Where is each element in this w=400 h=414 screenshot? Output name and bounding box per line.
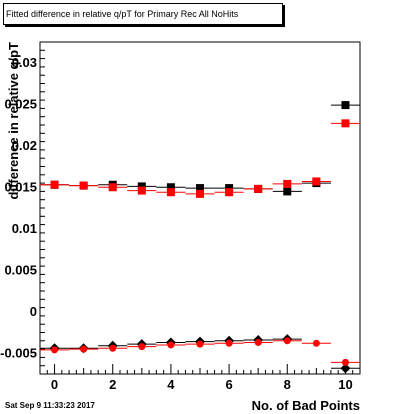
x-tick-label: 10 [338, 377, 352, 392]
circle-marker [196, 340, 204, 348]
data-point [214, 184, 244, 193]
diamond-marker [340, 363, 351, 374]
data-point [127, 343, 157, 351]
x-tick-label: 0 [51, 377, 58, 392]
data-point [185, 189, 215, 198]
axis-ticks: 0 2 4 6 8 10 -0.005 0 0.005 0.01 0.015 0.02 0.025 0.0… [0, 41, 361, 392]
square-marker [341, 101, 350, 110]
circle-marker [254, 338, 262, 346]
data-point [40, 180, 70, 189]
data-point [98, 183, 128, 192]
circle-marker [138, 343, 146, 351]
square-marker [137, 182, 146, 191]
chart-title: Fitted difference in relative q/pT for P… [3, 3, 283, 25]
square-marker [79, 181, 88, 190]
x-tick-label: 4 [167, 377, 175, 392]
data-point [69, 181, 99, 190]
square-marker [283, 187, 292, 196]
circle-marker [312, 339, 320, 347]
square-marker [50, 180, 59, 189]
data-point [301, 177, 331, 186]
y-tick-label: 0.005 [4, 262, 37, 277]
square-marker [108, 183, 117, 192]
y-tick-label: 0.01 [12, 221, 37, 236]
data-point [156, 188, 186, 197]
data-point [301, 339, 331, 347]
data-point [243, 338, 273, 346]
y-tick-label: 0 [30, 304, 37, 319]
square-marker [137, 186, 146, 195]
y-tick-label: 0.015 [4, 179, 37, 194]
y-tick-label: 0.03 [12, 55, 37, 70]
plot-frame [39, 41, 361, 375]
square-marker [196, 189, 204, 198]
data-point [330, 119, 360, 128]
circle-marker [109, 344, 117, 352]
square-marker [196, 184, 204, 193]
data-point [156, 341, 186, 349]
circle-marker [341, 358, 349, 366]
x-tick-label: 2 [109, 377, 116, 392]
y-tick-label: 0.025 [4, 96, 37, 111]
data-point [127, 186, 157, 195]
data-point [185, 184, 215, 193]
data-point [272, 179, 302, 188]
y-axis-title: difference in relative q/pT [6, 42, 21, 200]
x-tick-label: 6 [225, 377, 232, 392]
data-point [243, 184, 273, 193]
square-marker [166, 183, 175, 192]
data-point [156, 183, 186, 192]
data-point [185, 340, 215, 348]
circle-marker [167, 341, 175, 349]
data-point [214, 339, 244, 347]
data-point [330, 101, 360, 110]
circle-marker [80, 345, 88, 353]
data-point [330, 363, 360, 374]
data-point [69, 345, 99, 353]
data-point [214, 188, 244, 197]
data-point [272, 337, 302, 345]
date-stamp: Sat Sep 9 11:33:23 2017 [5, 401, 95, 410]
square-marker [283, 179, 292, 188]
square-marker [341, 119, 350, 128]
square-marker [225, 184, 234, 193]
data-point [127, 182, 157, 191]
y-tick-label: 0.02 [12, 138, 37, 153]
square-marker [312, 177, 321, 186]
square-marker [225, 188, 234, 197]
x-tick-label: 8 [284, 377, 291, 392]
data-point [272, 187, 302, 196]
data-point [330, 358, 360, 366]
data-point [98, 344, 128, 352]
data-point [40, 346, 70, 354]
x-axis-title: No. of Bad Points [252, 398, 360, 413]
y-tick-label: -0.005 [0, 345, 37, 360]
circle-marker [283, 337, 291, 345]
circle-marker [51, 346, 59, 354]
square-marker [254, 184, 263, 193]
circle-marker [225, 339, 233, 347]
square-marker [166, 188, 175, 197]
data-markers [40, 101, 360, 374]
